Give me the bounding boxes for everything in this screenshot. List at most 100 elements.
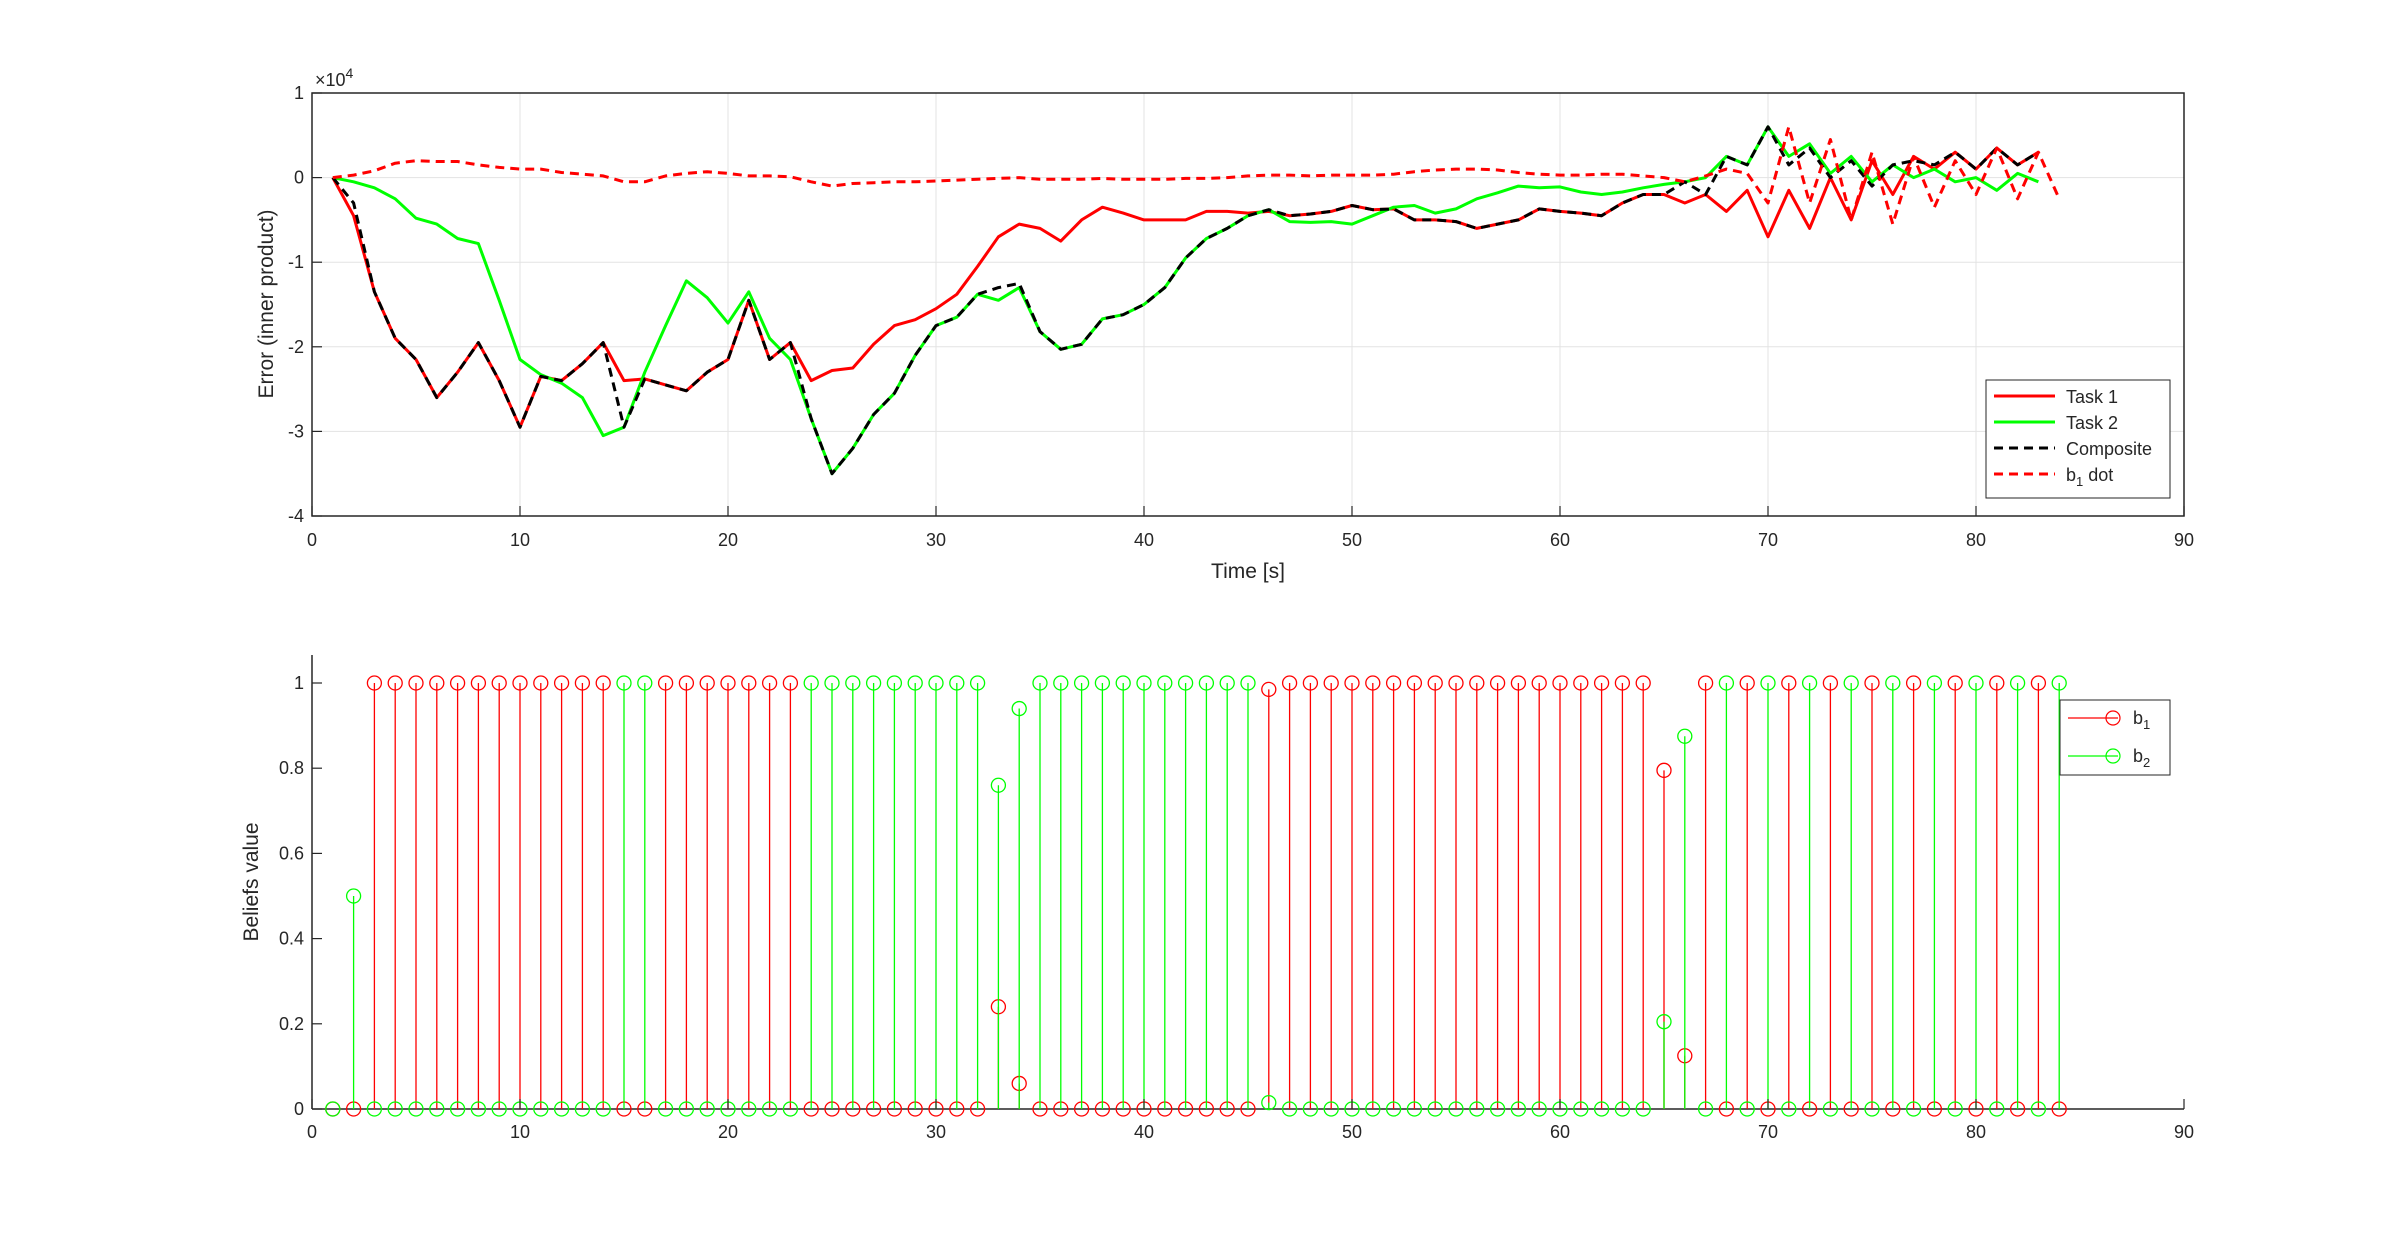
bottom-x-tick-label: 80 [1966,1122,1986,1142]
stem-marker-b2 [865,675,882,691]
stem-marker-b1 [429,675,445,691]
stem-marker-b2 [1281,1101,1298,1117]
stem-marker-b2 [1406,1101,1423,1117]
stem-marker-b1 [657,675,674,691]
stem-marker-b1 [2030,675,2047,691]
stem-marker-b2 [2051,675,2067,691]
stem-marker-b2 [1053,675,1069,691]
stem-marker-b1 [699,675,715,691]
top-legend: Task 1 Task 2 Composite b1 dot [1985,379,2171,499]
bottom-x-tick-label: 70 [1758,1122,1778,1142]
stem-marker-b1 [1573,675,1589,691]
top-y-tick-label: -3 [288,421,304,441]
stem-marker-b1 [1261,681,1277,698]
stem-marker-b2 [1261,1094,1277,1111]
bottom-x-tick-label: 40 [1134,1122,1154,1142]
stem-marker-b2 [574,1101,591,1117]
stem-marker-b1 [595,675,611,691]
bottom-plot: 0 10 20 30 40 50 60 70 80 90 0 0.2 0.4 0.6 0.8 1 Belief… [240,655,2194,1142]
stem-marker-b1 [720,675,736,691]
stem-marker-b2 [1822,1101,1839,1117]
stem-marker-b1 [512,675,528,691]
legend-label-task2: Task 2 [2066,413,2118,433]
bottom-x-tick-label: 10 [510,1122,530,1142]
bottom-y-tick-label: 0.4 [279,929,304,949]
stem-marker-b2 [1885,675,1901,691]
stem-marker-b1 [1947,675,1963,691]
stem-marker-b2 [1614,1101,1631,1117]
stem-marker-b2 [1136,675,1152,691]
stem-marker-b2 [1968,675,1984,691]
stem-marker-b2 [741,1101,757,1117]
stem-marker-b2 [1635,1101,1651,1117]
bottom-x-tick-label: 60 [1550,1122,1570,1142]
stem-marker-b1 [1822,675,1839,691]
stem-marker-b2 [1032,675,1048,691]
bottom-y-tick-label: 1 [294,673,304,693]
stem-marker-b2 [637,675,653,691]
bottom-x-tick-label: 0 [307,1122,317,1142]
stem-marker-b2 [491,1101,507,1117]
stem-marker-b2 [1427,1101,1443,1117]
stem-marker-b2 [907,675,923,691]
top-x-axis-label: Time [s] [1211,560,1285,583]
stem-marker-b1 [1323,675,1339,691]
stem-marker-b2 [1760,675,1776,691]
stem-marker-b1 [1905,675,1922,691]
stem-marker-b2 [1926,675,1943,691]
stem-marker-b1 [1469,675,1485,691]
stem-marker-b1 [1448,675,1464,691]
stem-marker-b2 [761,1101,778,1117]
stem-marker-b2 [824,675,840,691]
stem-marker-b2 [449,1101,466,1117]
series-line-b1-dot [332,125,2061,226]
top-exponent-label: ×104 [315,65,354,90]
stem-marker-b2 [657,1101,674,1117]
stem-marker-b1 [553,675,570,691]
stem-marker-b1 [761,675,778,691]
stem-marker-b2 [1219,675,1235,691]
legend-label-b1dot: b1 dot [2066,465,2113,489]
series-line-task-1 [331,146,2040,429]
stem-marker-b2 [387,1101,403,1117]
stem-marker-b1 [782,675,799,691]
stem-marker-b2 [928,675,944,691]
bottom-stems [325,675,2067,1117]
stem-marker-b1 [1635,675,1651,691]
stem-marker-b1 [1739,675,1755,691]
bottom-y-tick-label: 0.2 [279,1014,304,1034]
stem-marker-b1 [574,675,591,691]
stem-marker-b2 [1573,1101,1589,1117]
stem-marker-b1 [1302,675,1319,691]
stem-marker-b1 [1781,675,1797,691]
stem-marker-b2 [1385,1101,1402,1117]
stem-marker-b2 [1947,1101,1963,1117]
stem-marker-b2 [345,888,362,904]
bottom-legend-box [2059,699,2171,776]
series-line-composite [331,125,2040,476]
stem-marker-b2 [1989,1101,2005,1117]
stem-marker-b2 [1469,1101,1485,1117]
stem-marker-b2 [1448,1101,1464,1117]
stem-marker-b1 [470,675,487,691]
stem-marker-b2 [1365,1101,1381,1117]
stem-marker-b2 [1843,675,1859,691]
bottom-ticks: 0 10 20 30 40 50 60 70 80 90 0 0.2 0.4 0.6 0.8 1 [279,673,2194,1142]
stem-marker-b1 [491,675,507,691]
top-x-tick-label: 50 [1342,530,1362,550]
stem-marker-b1 [1344,675,1360,691]
top-x-tick-label: 80 [1966,530,1986,550]
stem-marker-b2 [1198,675,1215,691]
top-x-tick-label: 30 [926,530,946,550]
stem-marker-b2 [2030,1101,2047,1117]
stem-marker-b2 [1157,675,1173,691]
top-grid [312,93,2184,516]
stem-marker-b1 [366,675,383,691]
stem-marker-b1 [1510,675,1527,691]
top-axes-box [311,92,2185,517]
stem-marker-b2 [1697,1101,1714,1117]
top-y-tick-label: -1 [288,252,304,272]
stem-marker-b2 [470,1101,487,1117]
